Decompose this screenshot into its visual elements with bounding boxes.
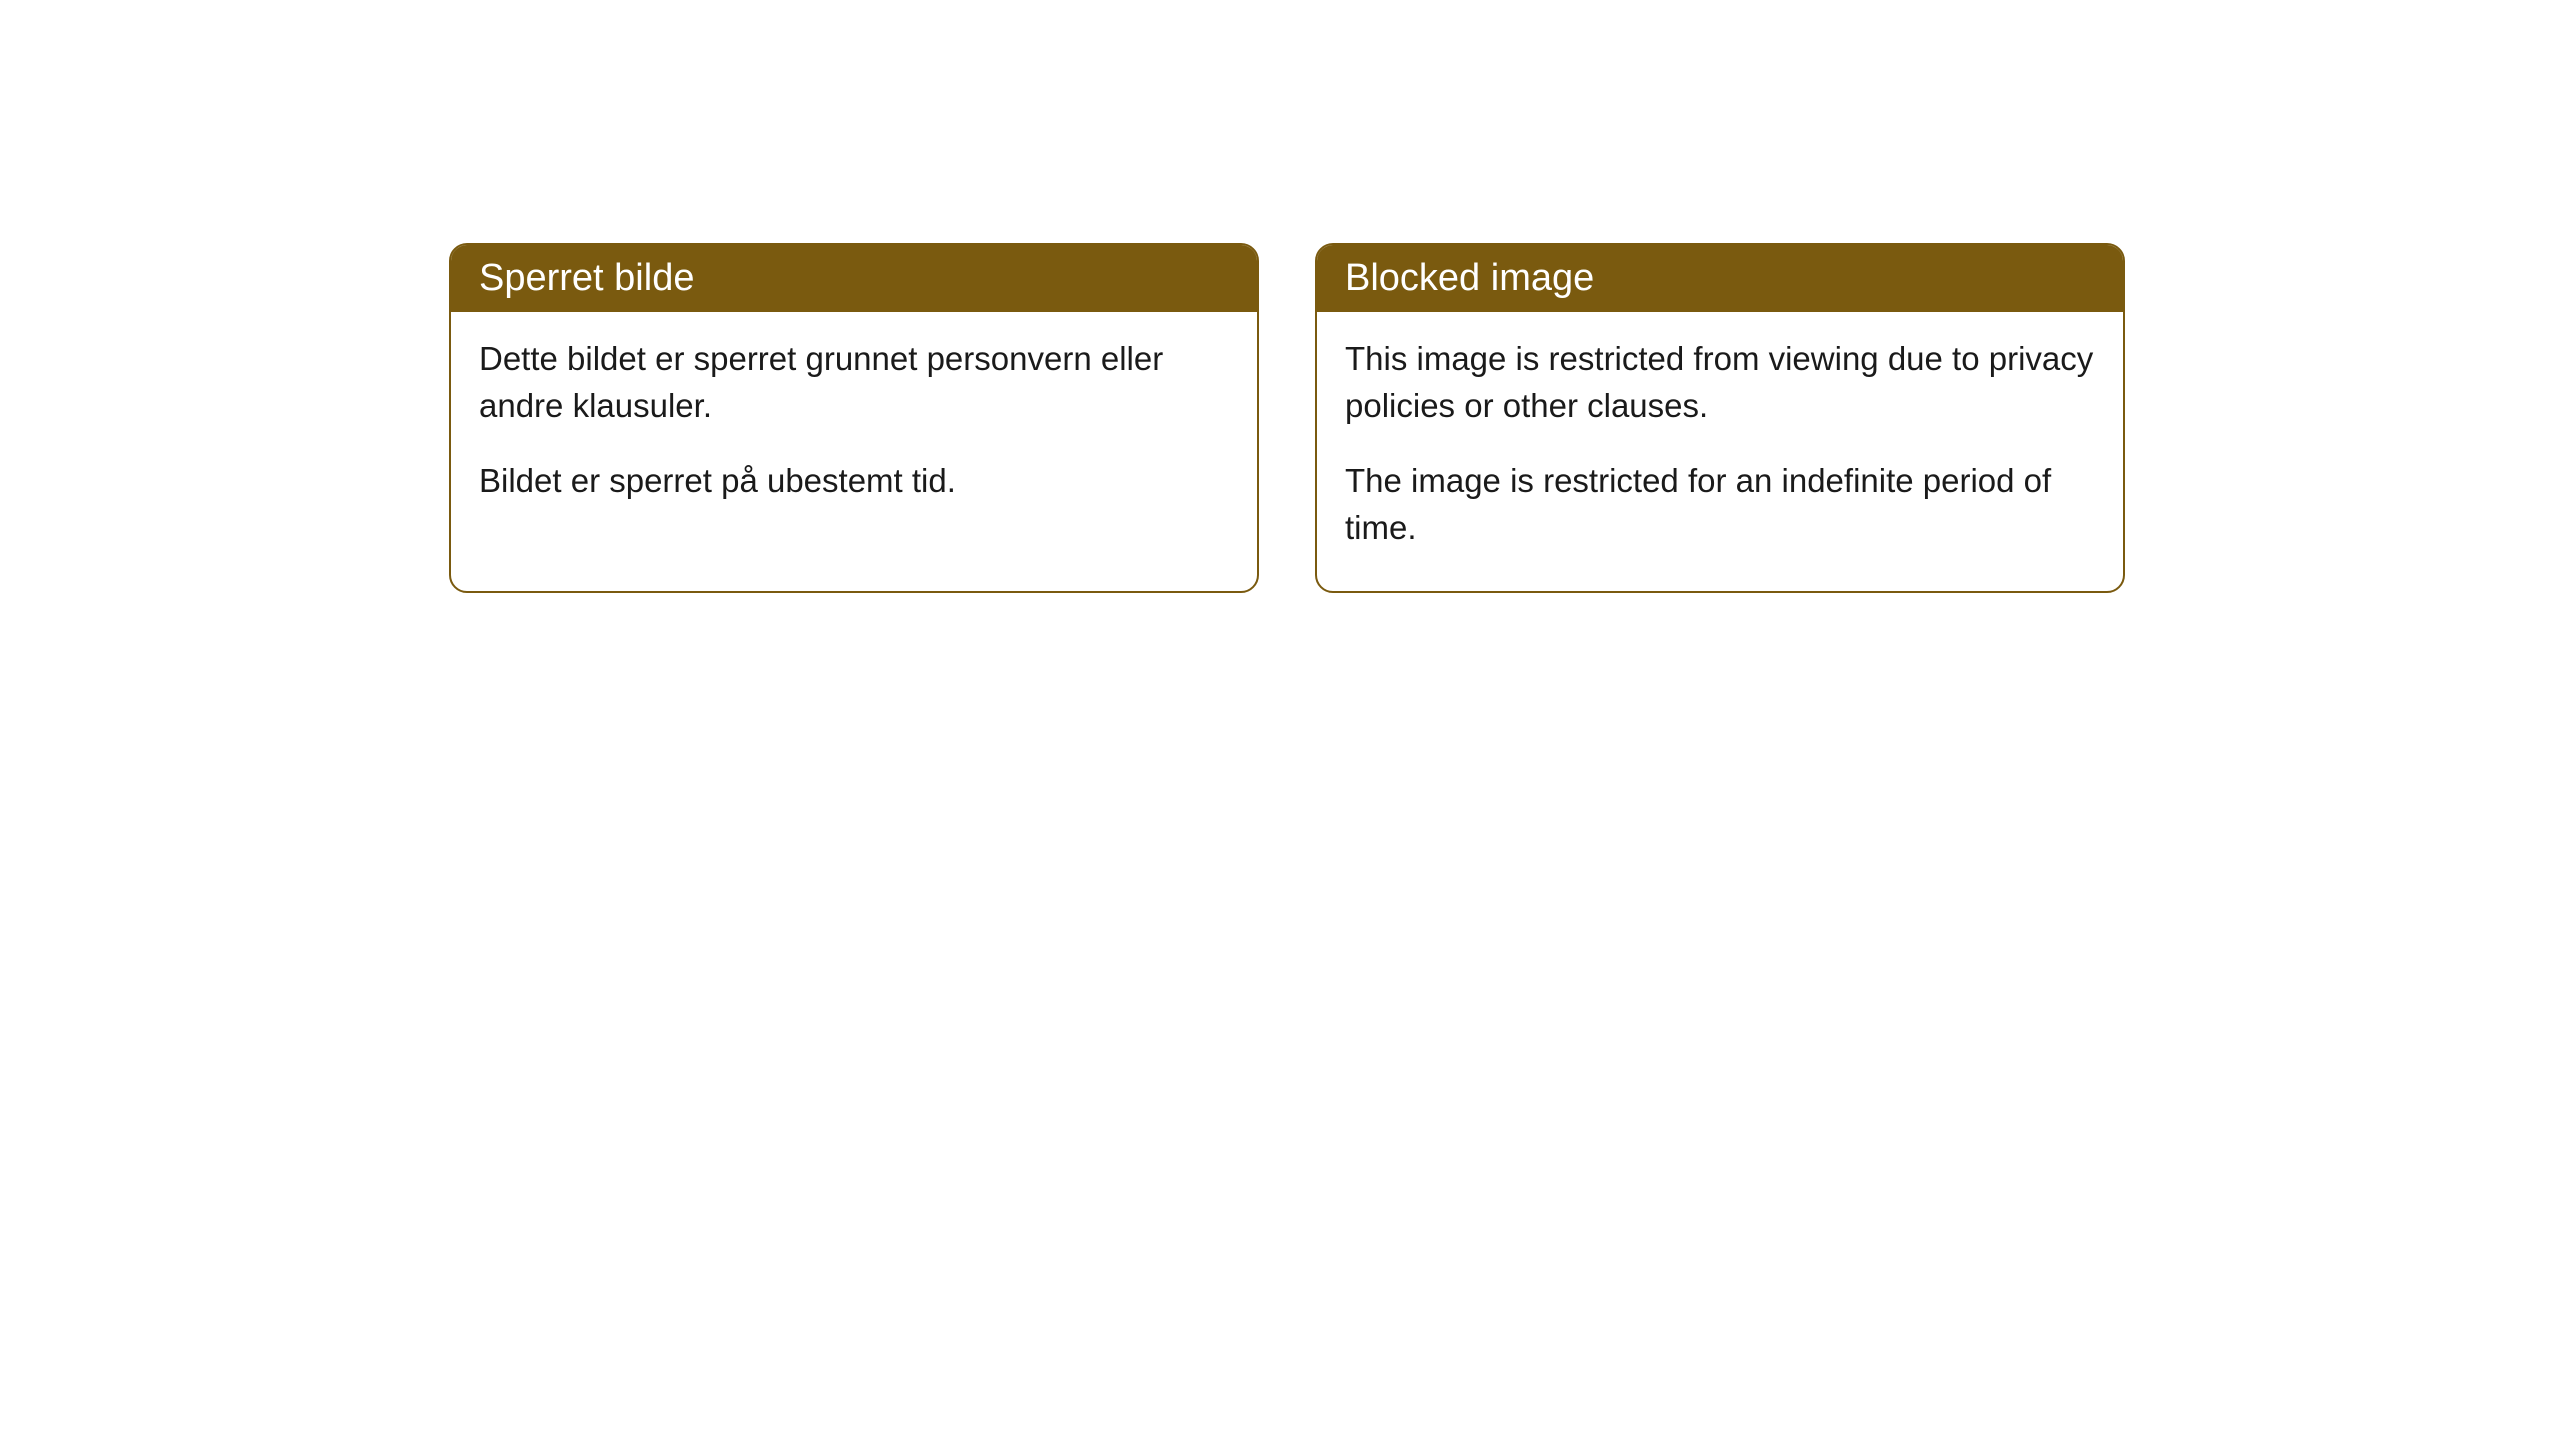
blocked-image-card-en: Blocked image This image is restricted f… [1315,243,2125,593]
card-title: Blocked image [1317,245,2123,312]
card-paragraph: This image is restricted from viewing du… [1345,336,2095,430]
card-paragraph: The image is restricted for an indefinit… [1345,458,2095,552]
card-title: Sperret bilde [451,245,1257,312]
card-paragraph: Dette bildet er sperret grunnet personve… [479,336,1229,430]
blocked-image-card-no: Sperret bilde Dette bildet er sperret gr… [449,243,1259,593]
card-body: Dette bildet er sperret grunnet personve… [451,312,1257,545]
card-body: This image is restricted from viewing du… [1317,312,2123,591]
card-paragraph: Bildet er sperret på ubestemt tid. [479,458,1229,505]
notice-container: Sperret bilde Dette bildet er sperret gr… [0,0,2560,593]
